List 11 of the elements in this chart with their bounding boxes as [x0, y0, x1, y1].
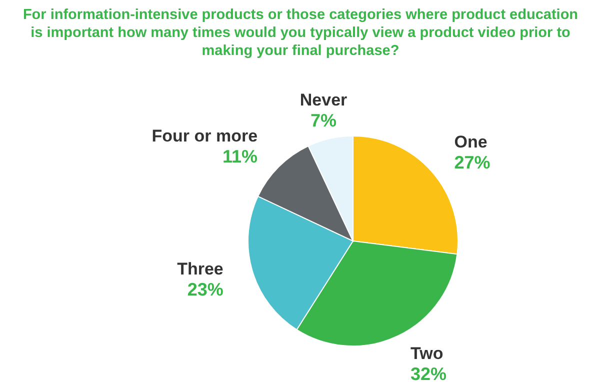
- data-label: 23%: [187, 280, 224, 300]
- slice-label: Four or more: [152, 126, 258, 146]
- slice-label: One: [454, 132, 488, 152]
- slice-label: Two: [410, 344, 444, 364]
- data-label: 27%: [454, 152, 490, 173]
- chart-title: For information-intensive products or those categories where product education is important how many times would you typically view a product video prior to making your final purchase?: [22, 6, 580, 60]
- slice-label: Never: [300, 90, 348, 110]
- slice-label: Three: [177, 260, 224, 279]
- data-label: 32%: [410, 364, 447, 382]
- data-label: 11%: [222, 146, 258, 167]
- data-label: 7%: [310, 110, 337, 130]
